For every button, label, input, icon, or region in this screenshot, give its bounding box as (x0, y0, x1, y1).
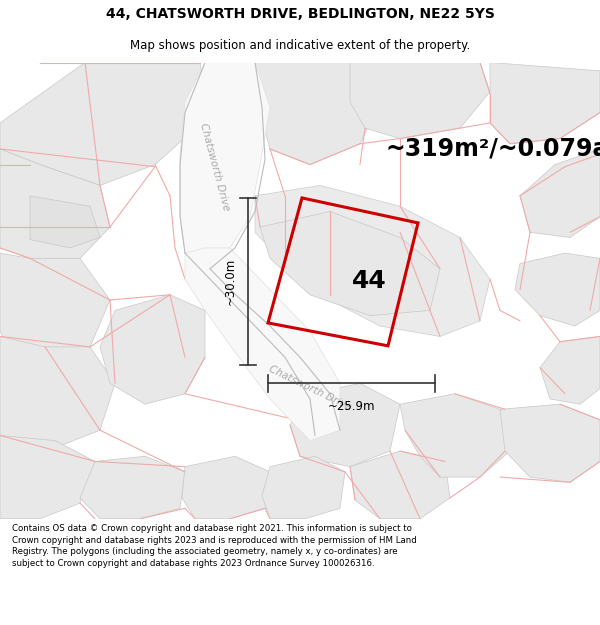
Polygon shape (260, 211, 440, 316)
Text: Chatsworth Drive: Chatsworth Drive (267, 364, 353, 413)
Text: Contains OS data © Crown copyright and database right 2021. This information is : Contains OS data © Crown copyright and d… (12, 524, 417, 568)
Polygon shape (0, 149, 110, 258)
Polygon shape (100, 295, 205, 404)
Polygon shape (490, 62, 600, 144)
Polygon shape (182, 456, 270, 519)
Text: Map shows position and indicative extent of the property.: Map shows position and indicative extent… (130, 39, 470, 51)
Polygon shape (80, 456, 185, 519)
Polygon shape (185, 248, 340, 441)
Text: 44, CHATSWORTH DRIVE, BEDLINGTON, NE22 5YS: 44, CHATSWORTH DRIVE, BEDLINGTON, NE22 5… (106, 7, 494, 21)
Polygon shape (0, 336, 115, 446)
Polygon shape (290, 383, 400, 467)
Text: Chatsworth Drive: Chatsworth Drive (199, 122, 232, 212)
Polygon shape (500, 404, 600, 482)
Polygon shape (262, 456, 345, 519)
Text: ~30.0m: ~30.0m (223, 258, 236, 305)
Polygon shape (255, 62, 380, 164)
Polygon shape (0, 62, 205, 186)
Text: ~25.9m: ~25.9m (328, 400, 375, 412)
Polygon shape (0, 253, 110, 362)
Polygon shape (0, 436, 95, 519)
Polygon shape (255, 186, 490, 336)
Polygon shape (350, 62, 490, 139)
Polygon shape (30, 196, 100, 248)
Polygon shape (515, 253, 600, 326)
Polygon shape (540, 336, 600, 404)
Text: ~319m²/~0.079ac.: ~319m²/~0.079ac. (385, 137, 600, 161)
Polygon shape (180, 62, 270, 269)
Polygon shape (400, 394, 510, 477)
Polygon shape (520, 149, 600, 238)
Polygon shape (350, 451, 450, 519)
Text: 44: 44 (352, 269, 386, 292)
